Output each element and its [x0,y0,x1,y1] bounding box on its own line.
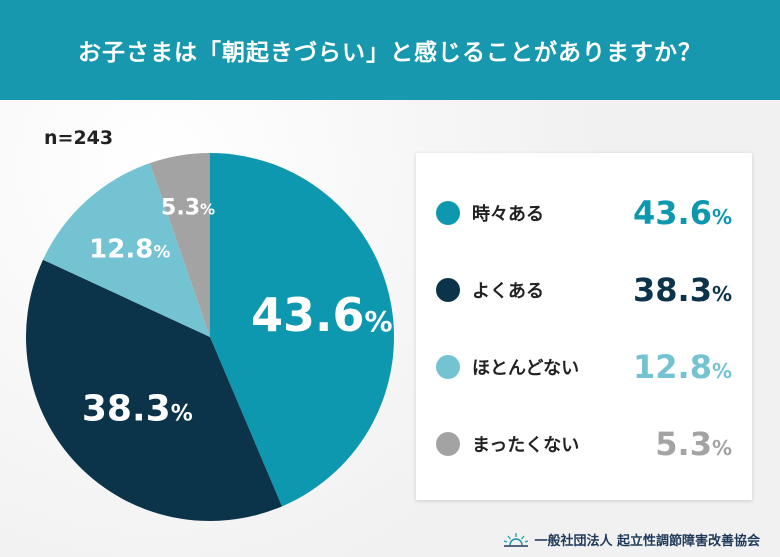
legend-label: 時々ある [472,204,544,225]
legend-item: ほとんどない 12.8% [436,347,732,387]
legend-item: まったくない 5.3% [436,424,732,464]
pie-slice-2 [43,163,211,337]
page-title: お子さまは「朝起きづらい」と感じることがありますか？ [78,40,702,66]
legend-value: 12.8% [633,348,732,386]
sample-size: n=243 [44,127,114,149]
pie-label-2: 12.8% [89,235,170,265]
legend-label: よくある [472,281,544,302]
sunrise-logo-icon [504,532,529,547]
org-name: 一般社団法人 起立性調節障害改善協会 [534,534,760,549]
legend-item: 時々ある 43.6% [436,193,732,233]
legend-value: 43.6% [633,194,732,232]
legend-swatch [436,355,460,379]
legend-value: 5.3% [655,425,732,463]
pie-slice-3 [149,153,210,337]
pie-slice-0 [210,153,395,507]
legend-swatch [436,201,460,225]
legend-label: まったくない [472,435,580,456]
legend: 時々ある 43.6% よくある 38.3% ほとんどない 12.8% まったくない 5.3% [416,153,752,500]
pie-slice-1 [26,259,283,521]
legend-label: ほとんどない [472,358,580,379]
legend-swatch [436,278,460,302]
pie-label-3: 5.3% [161,195,215,220]
legend-item: よくある 38.3% [436,270,732,310]
legend-swatch [436,432,460,456]
legend-value: 38.3% [633,271,732,309]
header-banner: お子さまは「朝起きづらい」と感じることがありますか？ [0,0,780,100]
footer: 一般社団法人 起立性調節障害改善協会 [504,530,760,549]
